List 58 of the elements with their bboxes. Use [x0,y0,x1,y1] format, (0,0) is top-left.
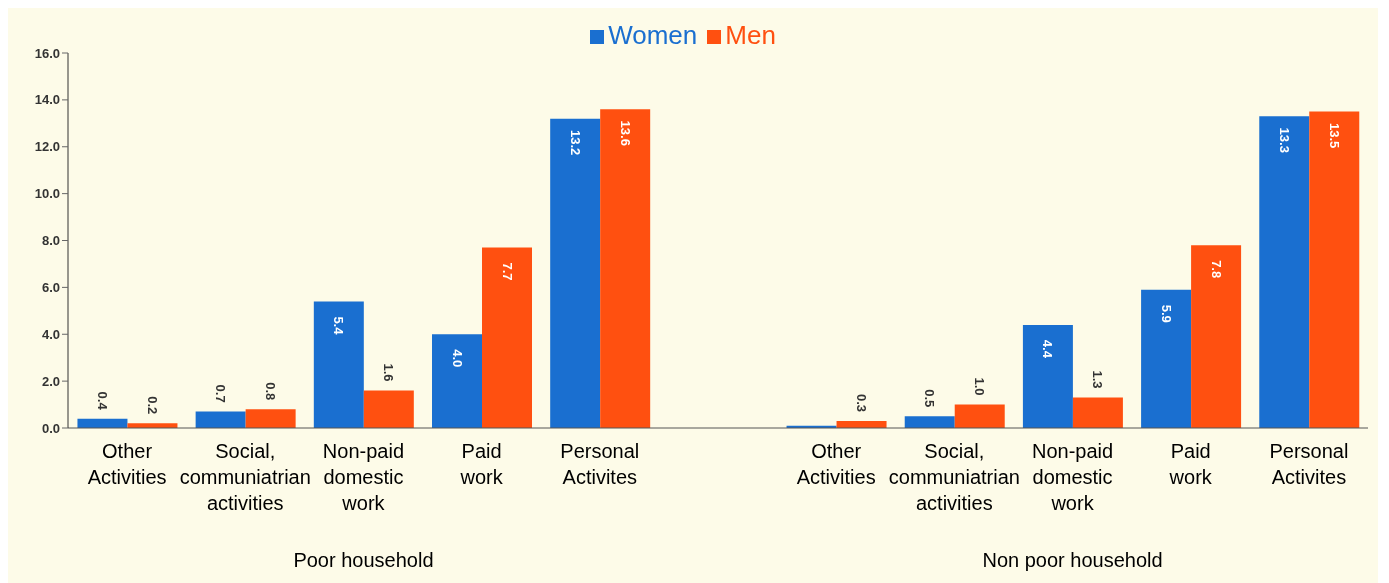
bar [432,334,482,428]
bar [482,247,532,428]
bar [600,109,651,428]
data-label: 0.3 [854,393,870,413]
legend-label: Women [608,20,698,50]
y-tick-label: 10.0 [34,186,60,202]
bar [1141,289,1192,428]
data-label: 13.6 [617,120,633,146]
data-label: 0.4 [94,391,110,411]
data-label: 0.5 [922,389,938,408]
bar [1259,116,1310,428]
data-label: 5.9 [1158,304,1174,323]
data-label: 13.5 [1326,122,1342,149]
data-label: 0.2 [144,396,160,415]
data-label: 7.7 [499,262,515,281]
text: Poor household [292,549,435,572]
x-tick-label: Personal Activites [1269,440,1349,488]
legend-label: Men [725,20,776,50]
x-tick-label: Social, communiatrian activities [179,440,311,514]
x-tick-label: Paid work [459,440,504,488]
bar [1022,324,1073,428]
x-tick-label: Social, communiatrian activities [888,440,1020,514]
data-label: 4.0 [449,349,465,368]
x-tick-label: Paid work [1168,440,1213,488]
x-tick-label: Personal Activites [560,440,640,488]
x-tick-label: Non-paid domestic work [322,440,405,514]
x-tick-label: Other Activities [796,440,876,488]
data-label: 1.0 [972,377,988,396]
data-label: 4.4 [1040,339,1056,359]
bar [904,416,955,428]
data-label: 0.7 [213,384,229,403]
bar [363,390,414,428]
bar [954,404,1005,428]
data-label: 1.3 [1090,370,1106,389]
data-label: 1.6 [381,363,397,382]
y-tick-label: 14.0 [34,92,60,108]
y-tick-label: 0.0 [41,420,60,436]
bar [550,118,601,428]
bar [245,409,296,428]
y-tick-label: 16.0 [34,45,60,61]
data-label: 5.4 [331,316,347,336]
y-tick-label: 4.0 [41,326,60,342]
data-label: 7.8 [1208,260,1224,279]
x-tick-label: Other Activities [87,440,167,488]
x-tick-label: Non-paid domestic work [1031,440,1114,514]
bar [1309,111,1360,428]
bar [195,411,246,428]
data-label: 13.3 [1276,127,1292,153]
y-tick-label: 2.0 [41,373,60,389]
bar [1072,397,1123,428]
bar [313,301,364,428]
y-tick-label: 6.0 [41,279,60,295]
data-label: 0.8 [263,382,279,401]
bar [1191,245,1242,428]
y-tick-label: 8.0 [41,233,60,249]
text: Non poor household [981,549,1164,572]
y-tick-label: 12.0 [34,139,60,155]
data-label: 13.2 [567,129,583,156]
